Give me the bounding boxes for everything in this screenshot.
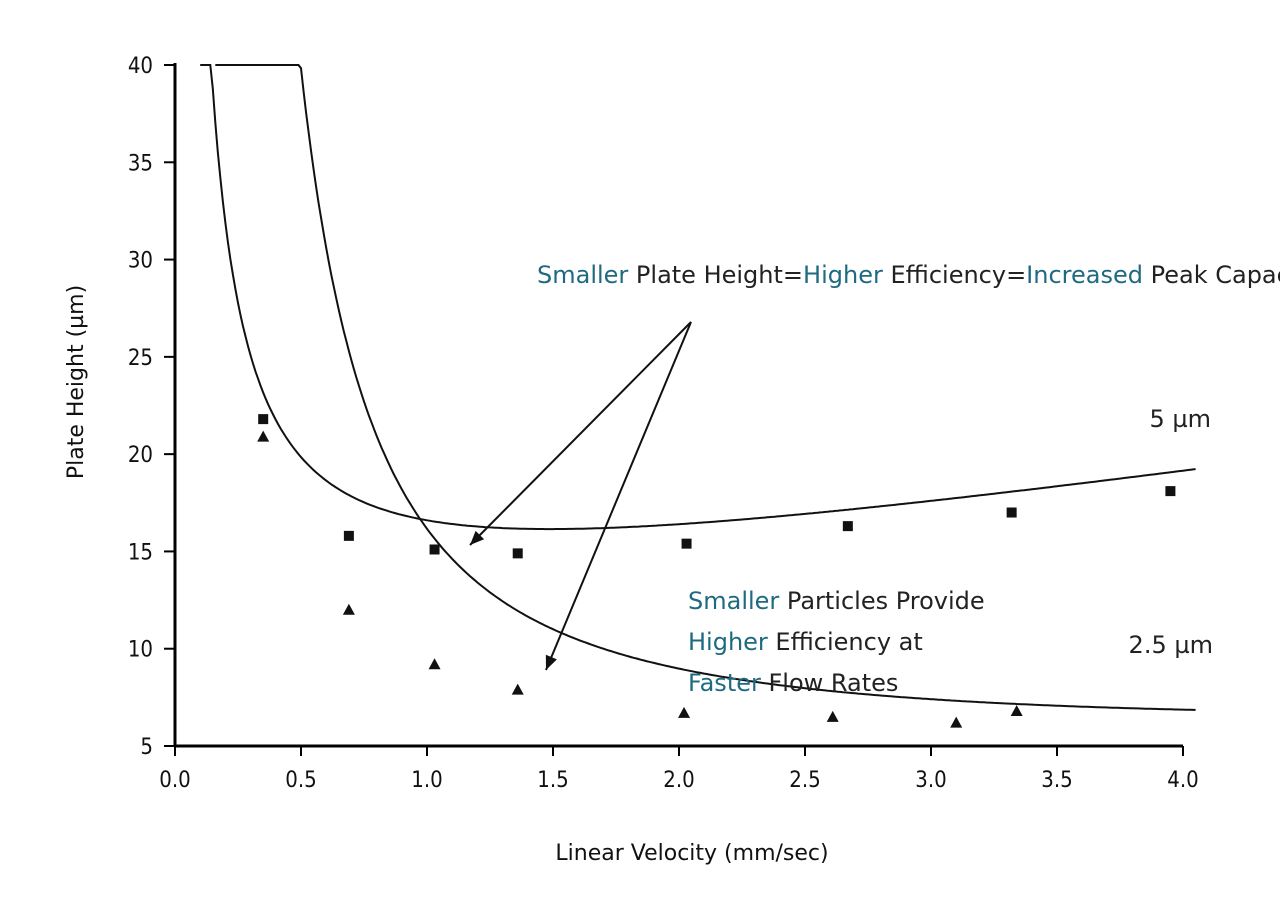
annotation-top-segment: Plate Height= xyxy=(628,261,803,289)
data-markers xyxy=(257,414,1176,728)
y-axis-title: Plate Height (µm) xyxy=(64,285,89,479)
point-5um xyxy=(681,538,692,549)
point-2-5um xyxy=(678,706,691,718)
point-5um xyxy=(343,530,354,541)
series-label-5um: 5 µm xyxy=(1149,405,1211,433)
annotation-middle-segment: Faster xyxy=(688,669,761,697)
x-axis-title: Linear Velocity (mm/sec) xyxy=(555,841,828,866)
annotation-middle-segment: Particles Provide xyxy=(779,587,984,615)
annotation-top-segment: Peak Capacity xyxy=(1143,261,1280,289)
point-5um xyxy=(1006,507,1017,518)
ticks: 0.0 0.5 1.0 1.5 2.0 2.5 3.0 3.5 4.0 5 10 15 20 25 30 35… xyxy=(128,54,1199,793)
arrow-to-5um-curve xyxy=(469,321,692,546)
annotation-middle-segment: Flow Rates xyxy=(761,669,899,697)
point-2-5um xyxy=(428,658,441,670)
annotation-middle-segment: Smaller xyxy=(688,587,779,615)
point-2-5um xyxy=(950,716,963,728)
arrow-to-5um-curve-head xyxy=(470,530,485,545)
point-5um xyxy=(258,414,269,425)
x-tick-label: 3.5 xyxy=(1041,768,1072,793)
point-5um xyxy=(842,521,853,532)
x-tick-label: 4.0 xyxy=(1167,768,1198,793)
y-tick-label: 40 xyxy=(128,54,153,79)
annotation-middle-segment: Higher xyxy=(688,628,768,656)
annotation-middle-line: Higher Efficiency at xyxy=(688,628,923,656)
annotation-middle: Smaller Particles Provide Higher Efficien… xyxy=(688,587,985,697)
x-tick-label: 0.5 xyxy=(285,768,316,793)
point-2-5um xyxy=(257,430,270,442)
point-2-5um xyxy=(826,710,839,722)
annotation-middle-segment: Efficiency at xyxy=(768,628,923,656)
point-2-5um xyxy=(1010,704,1023,716)
arrow-to-2-5um-curve-head xyxy=(545,654,557,670)
fitted-curves xyxy=(200,64,1196,711)
y-tick-label: 20 xyxy=(128,443,153,468)
annotation-middle-line: Smaller Particles Provide xyxy=(688,587,985,615)
curve-5um xyxy=(200,64,1196,531)
series-label-2-5um: 2.5 µm xyxy=(1129,631,1213,659)
x-tick-label: 0.0 xyxy=(159,768,190,793)
point-5um xyxy=(1165,486,1176,497)
x-tick-label: 1.5 xyxy=(537,768,568,793)
y-tick-label: 25 xyxy=(128,346,153,371)
annotation-top-segment: Efficiency= xyxy=(883,261,1026,289)
arrow-to-2-5um-curve xyxy=(545,321,692,671)
annotation-top-segment: Higher xyxy=(803,261,883,289)
x-tick-label: 2.0 xyxy=(663,768,694,793)
axes xyxy=(173,63,1183,748)
curve-2-5um xyxy=(215,64,1196,711)
annotation-top-segment: Increased xyxy=(1026,261,1143,289)
y-tick-label: 30 xyxy=(128,249,153,274)
point-5um xyxy=(512,548,523,559)
point-2-5um xyxy=(511,683,524,695)
point-2-5um xyxy=(342,603,355,615)
point-5um xyxy=(429,544,440,555)
x-tick-label: 1.0 xyxy=(411,768,442,793)
annotation-top: Smaller Plate Height=Higher Efficiency=I… xyxy=(537,261,1280,289)
annotation-middle-line: Faster Flow Rates xyxy=(688,669,898,697)
y-tick-label: 5 xyxy=(140,735,153,760)
annotation-top-segment: Smaller xyxy=(537,261,628,289)
x-tick-label: 2.5 xyxy=(789,768,820,793)
y-tick-label: 10 xyxy=(128,638,153,663)
y-tick-label: 15 xyxy=(128,540,153,565)
x-tick-label: 3.0 xyxy=(915,768,946,793)
annotation-arrows xyxy=(469,321,692,671)
y-tick-label: 35 xyxy=(128,151,153,176)
